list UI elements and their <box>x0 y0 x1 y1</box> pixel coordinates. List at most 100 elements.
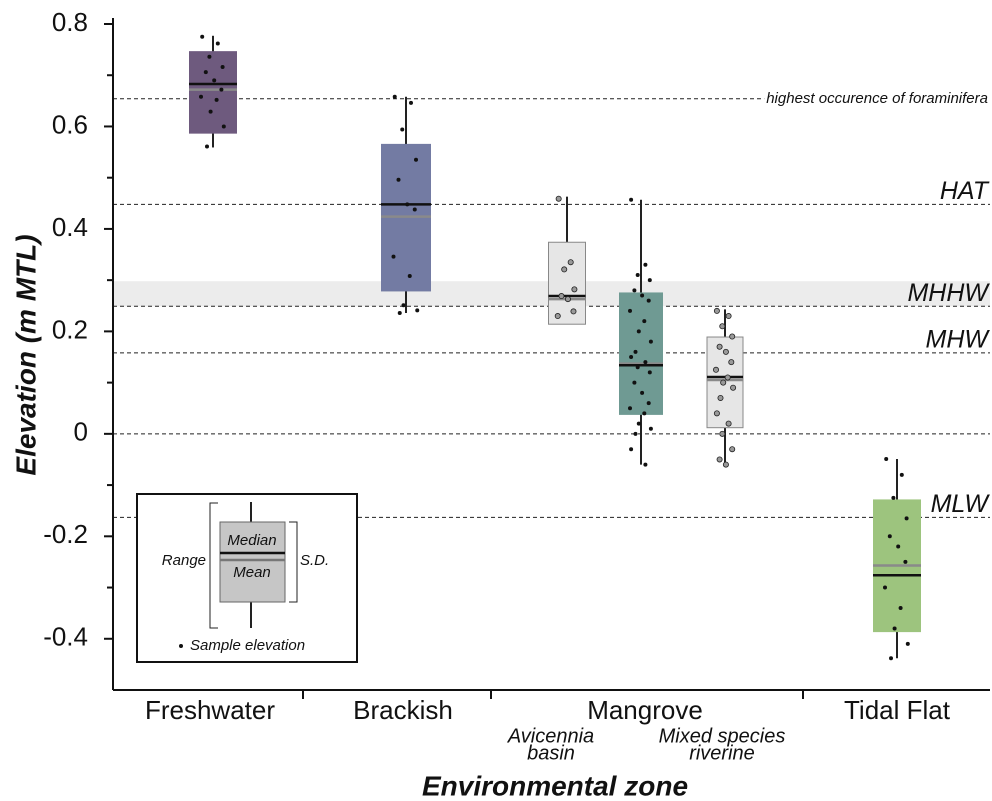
subgroup-label: basin <box>527 742 575 764</box>
legend-median-label: Median <box>227 532 276 549</box>
sample-point <box>567 259 574 266</box>
reference-label: MHHW <box>907 279 990 307</box>
sample-point <box>729 446 736 453</box>
sample-point <box>904 516 909 521</box>
sample-point <box>397 310 402 315</box>
sample-point <box>636 421 641 426</box>
sd-box <box>189 51 237 134</box>
sample-point <box>647 370 652 375</box>
legend-range-bracket <box>209 502 218 629</box>
reference-label: MHW <box>926 326 991 354</box>
legend-sample: Sample elevation <box>190 637 305 654</box>
y-tick-label: 0 <box>74 417 88 447</box>
sample-point <box>648 339 653 344</box>
sample-point <box>409 100 413 105</box>
sample-point <box>646 298 651 303</box>
legend-mean-label: Mean <box>233 564 271 581</box>
sample-point <box>640 293 645 298</box>
sample-point <box>717 394 724 401</box>
sample-point <box>713 307 720 314</box>
sample-point <box>220 65 225 70</box>
sample-point <box>722 348 729 355</box>
legend-box <box>219 521 286 603</box>
y-tick-label: 0.6 <box>52 109 88 139</box>
x-axis-title: Environmental zone <box>422 770 688 801</box>
sample-point <box>728 359 735 366</box>
sample-point <box>571 286 578 293</box>
sample-point <box>647 278 652 283</box>
sample-point <box>392 94 397 99</box>
sample-point <box>219 87 224 92</box>
subgroup-label: Mixed species <box>659 725 786 747</box>
sample-point <box>407 274 412 279</box>
sample-point <box>719 323 726 330</box>
sample-point <box>200 34 205 39</box>
sample-point <box>642 319 647 324</box>
sample-point <box>628 308 632 313</box>
legend-range: Range <box>162 552 206 569</box>
sample-point <box>635 365 640 370</box>
sample-point <box>629 447 634 452</box>
sample-point <box>561 266 568 273</box>
sample-point <box>214 97 219 102</box>
sample-point <box>642 411 647 416</box>
sample-point <box>391 254 396 259</box>
sample-point <box>555 195 562 202</box>
sample-point <box>643 360 648 365</box>
sample-point <box>713 366 720 373</box>
sample-point <box>208 109 213 114</box>
x-tick-label: Freshwater <box>145 695 275 725</box>
subgroup-label: Avicennia <box>507 725 594 747</box>
sample-point <box>415 308 420 313</box>
sample-point <box>713 410 720 417</box>
sample-point <box>221 124 226 129</box>
sample-point <box>635 273 640 278</box>
sample-point <box>564 296 571 303</box>
subgroup-label: riverine <box>689 742 755 764</box>
sample-point <box>898 606 903 611</box>
sample-point <box>401 303 406 308</box>
x-tick-label: Brackish <box>353 695 453 725</box>
reference-label: HAT <box>940 177 990 205</box>
sample-point <box>203 70 208 75</box>
sample-point <box>648 426 653 431</box>
sample-point <box>722 461 729 468</box>
sample-point <box>205 144 209 149</box>
sample-point <box>643 462 648 467</box>
reference-label: MLW <box>931 490 991 518</box>
sample-point <box>716 343 723 350</box>
reference-label: highest occurence of foraminifera <box>766 90 988 107</box>
sample-point <box>640 390 645 395</box>
x-tick-label: Mangrove <box>587 695 703 725</box>
sample-point <box>632 380 637 385</box>
y-tick-label: 0.2 <box>52 314 88 344</box>
sample-point <box>405 202 410 207</box>
y-tick-label: 0.8 <box>52 7 88 37</box>
sample-point <box>720 379 727 386</box>
sample-point <box>643 262 648 267</box>
sample-point <box>554 313 561 320</box>
sample-point <box>400 127 405 132</box>
legend-sd: S.D. <box>300 552 329 569</box>
sample-point <box>628 406 632 411</box>
y-tick-label: 0.4 <box>52 212 88 242</box>
sample-point <box>632 288 637 293</box>
sample-point <box>636 329 641 334</box>
sample-point <box>719 430 726 437</box>
sample-point <box>730 384 737 391</box>
y-axis-title: Elevation (m MTL) <box>10 234 41 475</box>
sample-point <box>891 495 896 500</box>
sample-point <box>729 333 736 340</box>
x-tick-label: Tidal Flat <box>844 695 951 725</box>
sample-point <box>558 293 565 300</box>
sample-point <box>570 308 577 315</box>
sample-point <box>884 456 889 461</box>
sample-point <box>212 78 217 83</box>
sample-point <box>629 355 634 359</box>
sample-point <box>633 431 638 436</box>
y-tick-label: -0.4 <box>43 622 88 652</box>
sample-point <box>396 177 401 182</box>
legend-point <box>179 644 183 648</box>
